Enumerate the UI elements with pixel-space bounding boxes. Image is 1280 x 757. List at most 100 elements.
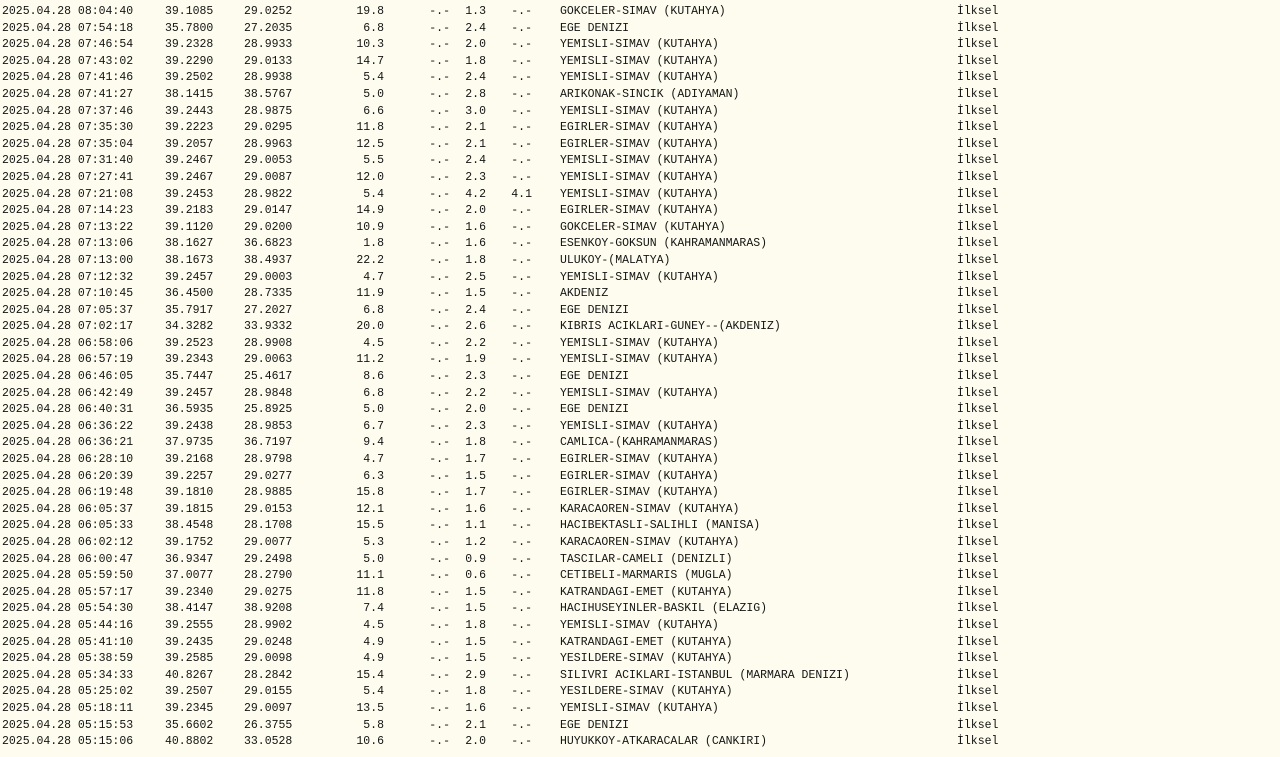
earthquake-row: 2025.04.28 07:41:46 39.2502 28.9938 5.4 …	[0, 70, 1280, 87]
event-depth-km: 6.6	[363, 104, 384, 118]
event-datetime: 2025.04.28 05:25:02	[2, 685, 134, 699]
event-magnitude-md: -.-	[429, 38, 450, 52]
earthquake-row: 2025.04.28 06:02:12 39.1752 29.0077 5.3 …	[0, 535, 1280, 552]
event-longitude: 28.9853	[244, 419, 293, 433]
event-quality-label: İlksel	[957, 652, 999, 666]
event-longitude: 28.9848	[244, 386, 293, 400]
event-magnitude-ml: 0.6	[465, 569, 486, 583]
event-magnitude-mw: -.-	[511, 38, 532, 52]
event-longitude: 29.0275	[244, 585, 293, 599]
event-location: YEMISLI-SIMAV (KUTAHYA)	[560, 419, 719, 433]
event-magnitude-ml: 2.0	[465, 204, 486, 218]
event-quality-label: İlksel	[957, 419, 999, 433]
event-magnitude-md: -.-	[429, 519, 450, 533]
event-magnitude-ml: 1.8	[465, 54, 486, 68]
event-location: TASCILAR-CAMELI (DENIZLI)	[560, 552, 733, 566]
event-depth-km: 4.9	[363, 635, 384, 649]
event-magnitude-mw: -.-	[511, 154, 532, 168]
event-latitude: 39.2345	[165, 701, 214, 715]
event-magnitude-mw: -.-	[511, 170, 532, 184]
event-longitude: 28.1708	[244, 519, 293, 533]
earthquake-row: 2025.04.28 05:54:30 38.4147 38.9208 7.4 …	[0, 601, 1280, 618]
event-quality-label: İlksel	[957, 536, 999, 549]
event-location: EGE DENIZI	[560, 303, 630, 317]
event-magnitude-md: -.-	[429, 204, 450, 218]
event-location: GOKCELER-SIMAV (KUTAHYA)	[560, 220, 726, 234]
event-magnitude-md: -.-	[429, 536, 450, 549]
event-magnitude-md: -.-	[429, 154, 450, 168]
event-magnitude-mw: -.-	[511, 585, 532, 599]
earthquake-row: 2025.04.28 07:21:08 39.2453 28.9822 5.4 …	[0, 187, 1280, 204]
event-longitude: 28.2790	[244, 569, 293, 583]
event-depth-km: 4.5	[363, 336, 384, 350]
event-latitude: 39.2443	[165, 104, 214, 118]
event-longitude: 28.7335	[244, 287, 293, 301]
event-datetime: 2025.04.28 07:43:02	[2, 54, 134, 68]
event-magnitude-md: -.-	[429, 121, 450, 135]
event-latitude: 38.1627	[165, 237, 214, 251]
event-latitude: 39.2585	[165, 652, 214, 666]
event-magnitude-ml: 2.8	[465, 87, 486, 101]
event-datetime: 2025.04.28 06:42:49	[2, 386, 134, 400]
event-latitude: 35.7447	[165, 370, 214, 384]
event-longitude: 29.0200	[244, 220, 293, 234]
event-magnitude-mw: -.-	[511, 303, 532, 317]
event-depth-km: 6.3	[363, 469, 384, 483]
event-magnitude-ml: 2.4	[465, 21, 486, 35]
earthquake-row: 2025.04.28 07:37:46 39.2443 28.9875 6.6 …	[0, 104, 1280, 121]
event-magnitude-ml: 1.6	[465, 701, 486, 715]
event-datetime: 2025.04.28 07:12:32	[2, 270, 134, 284]
event-latitude: 37.0077	[165, 569, 214, 583]
event-magnitude-md: -.-	[429, 370, 450, 384]
event-magnitude-ml: 1.6	[465, 220, 486, 234]
event-location: YEMISLI-SIMAV (KUTAHYA)	[560, 187, 719, 201]
event-location: HACIBEKTASLI-SALIHLI (MANISA)	[560, 519, 761, 533]
event-magnitude-md: -.-	[429, 735, 450, 749]
event-location: GOKCELER-SIMAV (KUTAHYA)	[560, 5, 726, 18]
event-latitude: 34.3282	[165, 320, 214, 334]
event-longitude: 29.0147	[244, 204, 293, 218]
event-magnitude-ml: 1.5	[465, 287, 486, 301]
earthquake-row: 2025.04.28 06:58:06 39.2523 28.9908 4.5 …	[0, 336, 1280, 353]
event-magnitude-ml: 1.1	[465, 519, 486, 533]
event-location: EGIRLER-SIMAV (KUTAHYA)	[560, 137, 719, 151]
event-location: YEMISLI-SIMAV (KUTAHYA)	[560, 701, 719, 715]
earthquake-row: 2025.04.28 07:10:45 36.4500 28.7335 11.9…	[0, 286, 1280, 303]
event-magnitude-md: -.-	[429, 436, 450, 450]
event-quality-label: İlksel	[957, 253, 999, 267]
event-longitude: 38.5767	[244, 87, 293, 101]
event-magnitude-md: -.-	[429, 685, 450, 699]
event-longitude: 29.0277	[244, 469, 293, 483]
event-datetime: 2025.04.28 05:15:53	[2, 718, 134, 732]
event-location: YEMISLI-SIMAV (KUTAHYA)	[560, 270, 719, 284]
event-datetime: 2025.04.28 07:37:46	[2, 104, 134, 118]
earthquake-row: 2025.04.28 06:05:33 38.4548 28.1708 15.5…	[0, 518, 1280, 535]
event-magnitude-ml: 2.1	[465, 718, 486, 732]
event-quality-label: İlksel	[957, 38, 999, 52]
event-datetime: 2025.04.28 06:19:48	[2, 486, 134, 500]
event-magnitude-ml: 1.3	[465, 5, 486, 18]
event-latitude: 39.2257	[165, 469, 214, 483]
event-depth-km: 5.8	[363, 718, 384, 732]
event-magnitude-mw: -.-	[511, 253, 532, 267]
event-magnitude-mw: -.-	[511, 21, 532, 35]
event-depth-km: 19.8	[356, 5, 384, 18]
event-longitude: 38.4937	[244, 253, 293, 267]
event-latitude: 39.2502	[165, 71, 214, 85]
event-datetime: 2025.04.28 05:18:11	[2, 701, 134, 715]
event-location: YEMISLI-SIMAV (KUTAHYA)	[560, 353, 719, 367]
earthquake-row: 2025.04.28 07:27:41 39.2467 29.0087 12.0…	[0, 170, 1280, 187]
event-longitude: 29.0097	[244, 701, 293, 715]
event-magnitude-md: -.-	[429, 137, 450, 151]
earthquake-row: 2025.04.28 07:41:27 38.1415 38.5767 5.0 …	[0, 87, 1280, 104]
event-depth-km: 15.8	[356, 486, 384, 500]
event-magnitude-ml: 3.0	[465, 104, 486, 118]
event-depth-km: 10.9	[356, 220, 384, 234]
event-longitude: 29.0295	[244, 121, 293, 135]
event-quality-label: İlksel	[957, 453, 999, 467]
event-depth-km: 22.2	[356, 253, 384, 267]
event-quality-label: İlksel	[957, 353, 999, 367]
event-magnitude-mw: -.-	[511, 71, 532, 85]
event-magnitude-ml: 2.9	[465, 668, 486, 682]
